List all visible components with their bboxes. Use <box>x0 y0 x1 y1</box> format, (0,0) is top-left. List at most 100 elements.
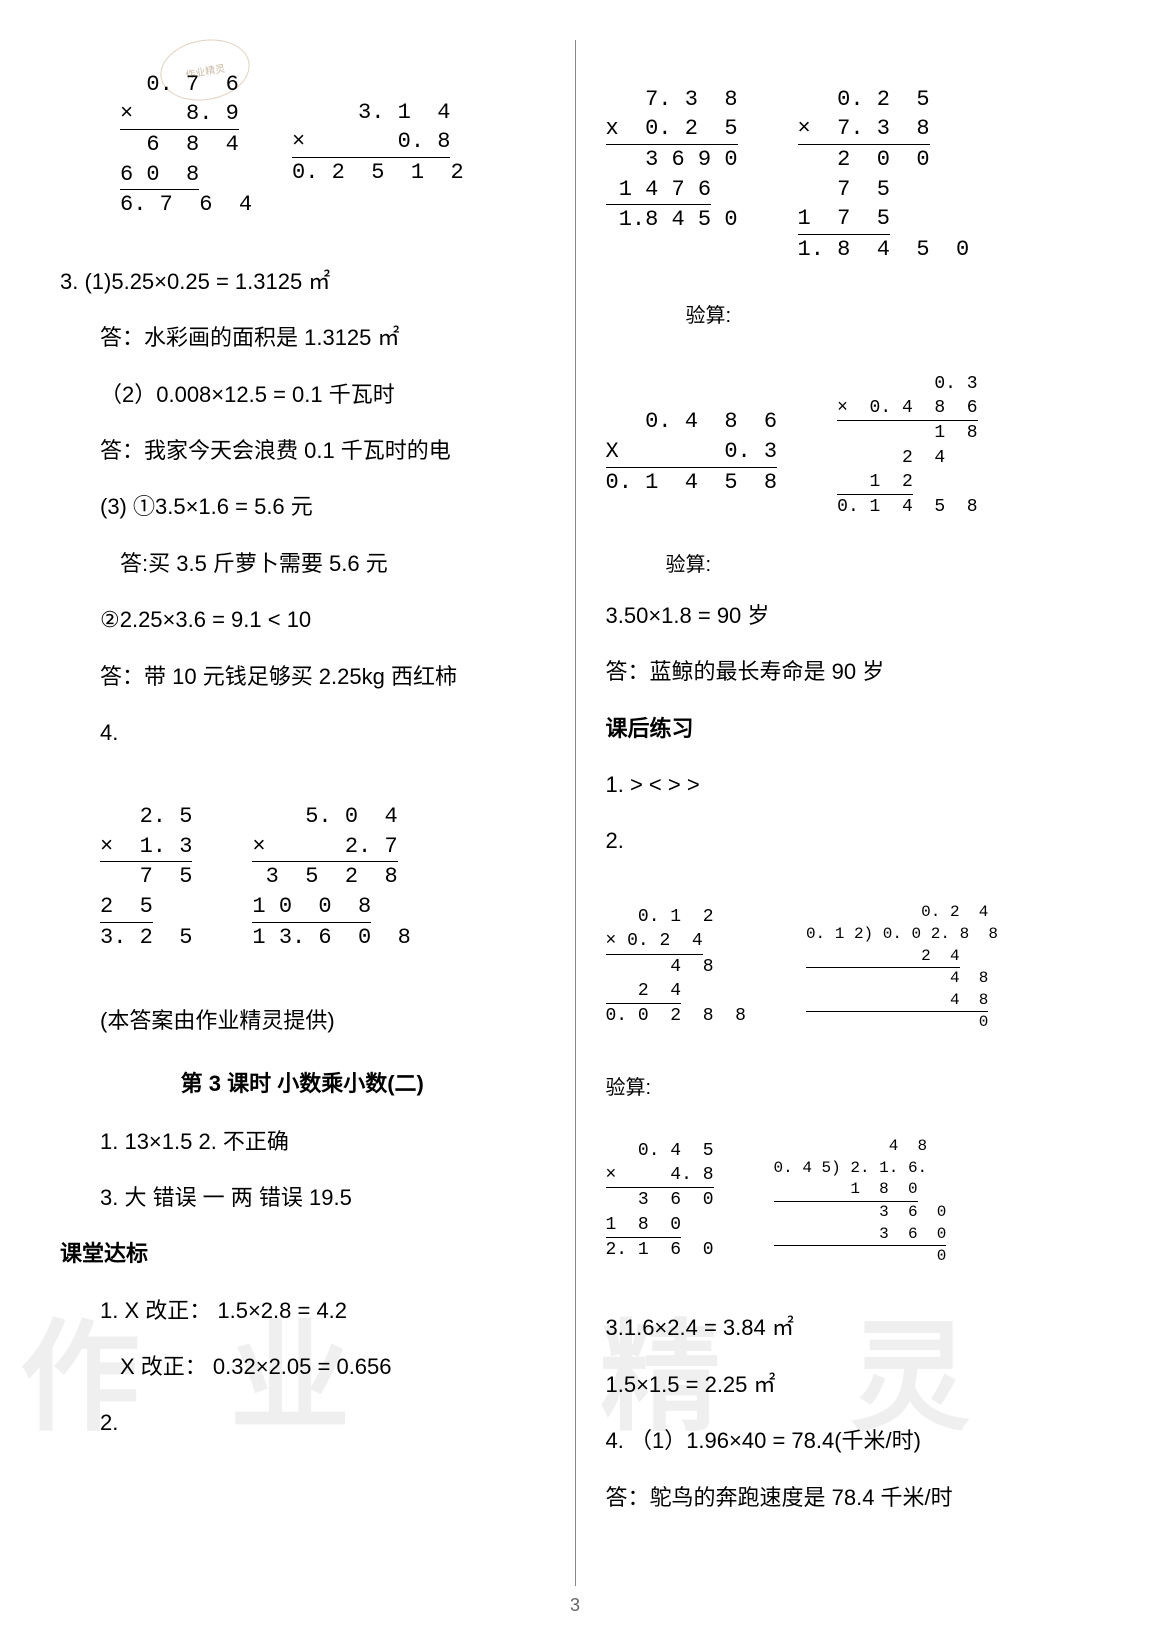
calc-0.3x0.486: 0. 3 × 0. 4 8 6 1 8 2 4 1 2 0. 1 4 5 8 <box>837 348 977 544</box>
calc-row: 0. 2 5 1 2 <box>292 160 464 185</box>
calc-row: 1. 8 4 5 0 <box>798 237 970 262</box>
kh1: 1. > < > > <box>606 761 1091 809</box>
verify-label: 验算: <box>686 299 732 328</box>
calc-row: 1 7 5 <box>798 204 890 235</box>
calc-row: 2 4 <box>837 448 945 468</box>
calc-row: 0. 1 4 5 8 <box>837 497 977 517</box>
calc-row-4: 2. 5 × 1. 3 7 5 2 5 3. 2 5 5. 0 4 × 2. 7… <box>60 772 545 982</box>
calc-row: 7. 3 8 <box>606 87 738 112</box>
page-columns: 0. 7 6 × 8. 9 6 8 4 6 0 8 6. 7 6 4 3. 1 … <box>60 40 1090 1586</box>
khlx-heading: 课后练习 <box>606 705 1091 753</box>
page-number: 3 <box>570 1595 580 1616</box>
calc-row: 2 0 0 <box>798 147 930 172</box>
calc-0.25x7.38: 0. 2 5 × 7. 3 8 2 0 0 7 5 1 7 5 1. 8 4 5… <box>798 55 970 295</box>
eq4: 4. （1）1.96×40 = 78.4(千米/时) <box>606 1417 1091 1465</box>
ans4: 答：鸵鸟的奔跑速度是 78.4 千米/时 <box>606 1474 1091 1522</box>
calc-row: 1 8 0 <box>774 1179 918 1202</box>
calc-row: 0 <box>806 1013 988 1031</box>
calc-row: 5. 0 4 <box>252 804 397 829</box>
calc-row: 3. 1 4 <box>292 100 450 125</box>
calc-row: 0. 3 <box>837 374 977 394</box>
ktdb-heading: 课堂达标 <box>60 1230 545 1278</box>
calc-row: 7 5 <box>798 177 890 202</box>
calc-row: 1.8 4 5 0 <box>606 207 738 232</box>
kh2: 2. <box>606 817 1091 865</box>
calc-row: 0 <box>774 1247 947 1265</box>
calc-row: × 0. 2 4 <box>606 929 703 954</box>
calc-row: × 8. 9 <box>120 99 239 130</box>
q3-3c: 答：带 10 元钱足够买 2.25kg 西红柿 <box>60 653 545 701</box>
q3-2: （2）0.008×12.5 = 0.1 千瓦时 <box>60 371 545 419</box>
q3-3: (3) ①3.5×1.6 = 5.6 元 <box>60 483 545 531</box>
calc-row: 2. 5 <box>100 804 192 829</box>
calc-row: 0. 2 4 <box>806 903 988 921</box>
calc-row: 4 8 <box>774 1137 928 1155</box>
calc-row: X 0. 3 <box>606 437 778 468</box>
calc-row: 0. 4 5) 2. 1. 6. <box>774 1159 928 1177</box>
q4: 4. <box>60 709 545 757</box>
k1: 1. X 改正： 1.5×2.8 = 4.2 <box>60 1287 545 1335</box>
calc-row: 1 3. 6 0 8 <box>252 925 410 950</box>
calc-row: 3. 2 5 <box>100 925 192 950</box>
calc-row: 3 6 0 <box>774 1224 947 1247</box>
calc-7.38x0.25: 7. 3 8 x 0. 2 5 3 6 9 0 1 4 7 6 1.8 4 5 … <box>606 55 738 295</box>
calc-3.14x0.8: 3. 1 4 × 0. 8 0. 2 5 1 2 <box>292 68 464 250</box>
calc-row: 3 6 0 <box>606 1190 714 1210</box>
calc-row: 1 0 0 8 <box>252 892 371 923</box>
calc-row: × 4. 8 <box>606 1163 714 1188</box>
calc-0.45x4.8: 0. 4 5 × 4. 8 3 6 0 1 8 0 2. 1 6 0 <box>606 1115 714 1290</box>
calc-row: 0. 0 2 8 8 <box>606 1006 746 1026</box>
calc-pair-top: 7. 3 8 x 0. 2 5 3 6 9 0 1 4 7 6 1.8 4 5 … <box>606 55 1091 295</box>
q3-3-answer: 答:买 3.5 斤萝卜需要 5.6 元 <box>60 540 545 588</box>
verify-label: 验算: <box>666 548 712 577</box>
calc-row: 0. 2 5 <box>798 87 930 112</box>
calc-row: 0. 1 4 5 8 <box>606 470 778 495</box>
eq2: 3.1.6×2.4 = 3.84 ㎡ <box>606 1304 1091 1352</box>
calc-row: 4 8 <box>806 969 988 987</box>
calc-row: 0. 7 6 <box>120 72 239 97</box>
calc-row: 0. 1 2) 0. 0 2. 8 8 <box>806 925 998 943</box>
k1b: X 改正： 0.32×2.05 = 0.656 <box>60 1343 545 1391</box>
left-column: 0. 7 6 × 8. 9 6 8 4 6 0 8 6. 7 6 4 3. 1 … <box>60 40 555 1586</box>
calc-0.486x0.3: 0. 4 8 6 X 0. 3 0. 1 4 5 8 <box>606 378 778 544</box>
calc-row: × 0. 8 <box>292 127 450 158</box>
calc-row: 0. 4 5 <box>606 1141 714 1161</box>
s3: 3. 大 错误 一 两 错误 19.5 <box>60 1174 545 1222</box>
calc-row: 1 8 0 <box>606 1213 682 1238</box>
k2: 2. <box>60 1399 545 1447</box>
section-title: 第 3 课时 小数乘小数(二) <box>60 1066 545 1098</box>
s1: 1. 13×1.5 2. 不正确 <box>60 1118 545 1166</box>
q3-2-answer: 答：我家今天会浪费 0.1 千瓦时的电 <box>60 427 545 475</box>
eq-whale: 3.50×1.8 = 90 岁 <box>606 592 1091 640</box>
q3-1-answer: 答：水彩画的面积是 1.3125 ㎡ <box>60 314 545 362</box>
calc-row: 6 0 8 <box>120 160 199 191</box>
calc-0.76x8.9: 0. 7 6 × 8. 9 6 8 4 6 0 8 6. 7 6 4 <box>120 40 252 250</box>
calc-0.12x0.24: 0. 1 2 × 0. 2 4 4 8 2 4 0. 0 2 8 8 <box>606 881 746 1056</box>
calc-row: × 0. 4 8 6 <box>837 396 977 421</box>
calc-row: 6. 7 6 4 <box>120 192 252 217</box>
calc-row: x 0. 2 5 <box>606 114 738 145</box>
calc-pair-2: 0. 4 8 6 X 0. 3 0. 1 4 5 8 0. 3 × 0. 4 8… <box>606 348 1091 544</box>
calc-row: × 2. 7 <box>252 832 397 863</box>
calc-row: 1 8 <box>837 423 977 443</box>
calc-row: 1 4 7 6 <box>606 175 712 206</box>
calc-row: 4 8 <box>806 990 988 1013</box>
note: (本答案由作业精灵提供) <box>60 997 545 1045</box>
calc-row: 3 5 2 8 <box>252 864 397 889</box>
calc-row: 2. 1 6 0 <box>606 1240 714 1260</box>
calc-pair-3: 0. 1 2 × 0. 2 4 4 8 2 4 0. 0 2 8 8 0. 2 … <box>606 881 1091 1056</box>
calc-5.04x2.7: 5. 0 4 × 2. 7 3 5 2 8 1 0 0 8 1 3. 6 0 8 <box>252 772 410 982</box>
calc-row: 7 5 <box>100 864 192 889</box>
calc-pair-4: 0. 4 5 × 4. 8 3 6 0 1 8 0 2. 1 6 0 4 8 0… <box>606 1115 1091 1290</box>
calc-row: 0. 4 8 6 <box>606 409 778 434</box>
top-calc-row: 0. 7 6 × 8. 9 6 8 4 6 0 8 6. 7 6 4 3. 1 … <box>60 40 545 250</box>
calc-row: 6 8 4 <box>120 132 239 157</box>
calc-row: × 7. 3 8 <box>798 114 930 145</box>
calc-row: 2 5 <box>100 892 153 923</box>
calc-row: 2 4 <box>606 979 682 1004</box>
calc-row: 3 6 9 0 <box>606 147 738 172</box>
calc-row: 1 2 <box>837 470 913 495</box>
calc-2.5x1.3: 2. 5 × 1. 3 7 5 2 5 3. 2 5 <box>100 772 192 982</box>
right-column: 7. 3 8 x 0. 2 5 3 6 9 0 1 4 7 6 1.8 4 5 … <box>575 40 1091 1586</box>
eq3: 1.5×1.5 = 2.25 ㎡ <box>606 1361 1091 1409</box>
